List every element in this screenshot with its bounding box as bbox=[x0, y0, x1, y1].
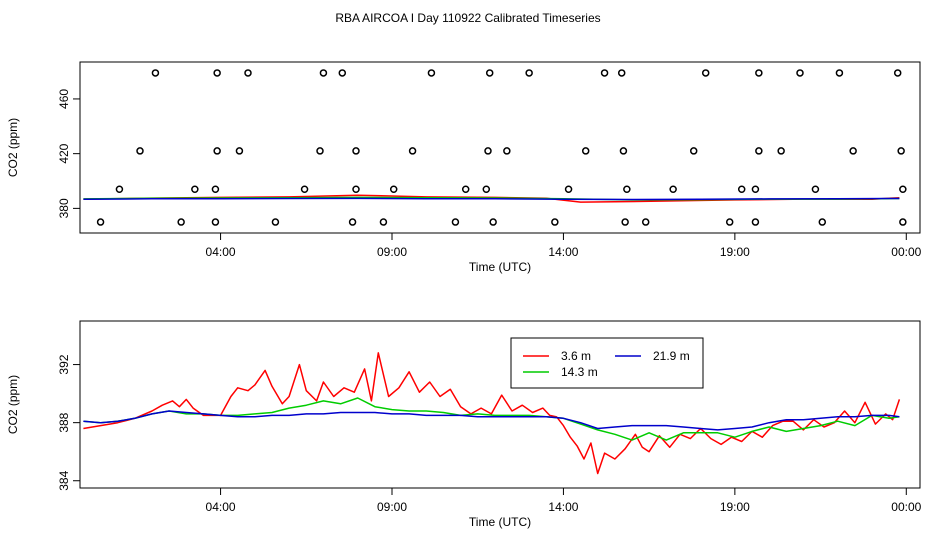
calibration-point bbox=[619, 147, 628, 155]
calibration-point bbox=[338, 69, 347, 77]
calibration-point bbox=[482, 185, 491, 193]
legend: 3.6 m 14.3 m 21.9 m bbox=[510, 337, 704, 389]
calibration-point bbox=[389, 185, 398, 193]
x-tick-label: 19:00 bbox=[720, 500, 750, 514]
calibration-point bbox=[191, 185, 199, 193]
calibration-point bbox=[136, 147, 144, 155]
calibration-point bbox=[461, 185, 470, 193]
x-tick-label: 04:00 bbox=[206, 245, 236, 259]
y-axis-label: CO2 (ppm) bbox=[6, 118, 20, 177]
calibration-point bbox=[211, 218, 220, 226]
calibration-point bbox=[899, 218, 907, 226]
plot-frame bbox=[79, 61, 921, 234]
calibration-point bbox=[623, 185, 631, 193]
y-tick-label: 392 bbox=[57, 354, 71, 374]
calibration-point bbox=[235, 147, 244, 155]
x-tick-label: 00:00 bbox=[891, 245, 921, 259]
calibration-point bbox=[244, 69, 252, 77]
calibration-point bbox=[737, 185, 746, 193]
legend-label: 21.9 m bbox=[653, 349, 690, 363]
calibration-point bbox=[151, 69, 160, 77]
calibration-point bbox=[755, 147, 763, 155]
calibration-point bbox=[899, 185, 907, 193]
legend-box bbox=[510, 337, 704, 389]
x-axis-label: Time (UTC) bbox=[469, 515, 531, 529]
calibration-point bbox=[849, 147, 857, 155]
legend-label: 14.3 m bbox=[561, 365, 598, 379]
x-axis-label: Time (UTC) bbox=[469, 260, 531, 274]
plot-frame bbox=[79, 320, 921, 489]
calibration-point bbox=[489, 218, 497, 226]
calibration-point bbox=[581, 147, 590, 155]
calibration-point bbox=[408, 147, 417, 155]
calibration-point bbox=[725, 218, 734, 226]
plot-data-area bbox=[83, 352, 901, 475]
calibration-point bbox=[551, 218, 559, 226]
calibration-point bbox=[755, 69, 763, 77]
x-tick-label: 09:00 bbox=[377, 245, 407, 259]
calibration-point bbox=[641, 218, 650, 226]
calibration-point bbox=[451, 218, 460, 226]
calibration-point bbox=[751, 185, 760, 193]
plot-data-area bbox=[83, 194, 900, 203]
calibration-point bbox=[485, 69, 494, 77]
legend-label: 3.6 m bbox=[561, 349, 591, 363]
calibration-point bbox=[352, 185, 360, 193]
calibration-point bbox=[669, 185, 677, 193]
calibration-point bbox=[503, 147, 511, 155]
calibration-point bbox=[427, 69, 436, 77]
calibration-point bbox=[115, 185, 124, 193]
calibration-point bbox=[379, 218, 388, 226]
calibration-point bbox=[484, 147, 492, 155]
calibration-point bbox=[701, 69, 710, 77]
calibration-point bbox=[213, 69, 221, 77]
y-axis-label: CO2 (ppm) bbox=[6, 375, 20, 434]
calibration-point bbox=[777, 147, 785, 155]
figure-title: RBA AIRCOA I Day 110922 Calibrated Times… bbox=[335, 11, 600, 25]
top-panel-calibration-plot: 04:00 09:00 14:00 19:00 00:00 380 420 460 Time (… bbox=[6, 61, 922, 274]
series-line-3-6-m bbox=[83, 352, 901, 475]
calibration-point bbox=[300, 185, 309, 193]
calibration-point bbox=[319, 69, 328, 77]
x-tick-label: 09:00 bbox=[377, 500, 407, 514]
calibration-point bbox=[796, 69, 804, 77]
calibration-point bbox=[525, 69, 533, 77]
y-tick-label: 384 bbox=[57, 470, 71, 490]
series-line-21-9-m bbox=[83, 197, 900, 201]
calibration-point bbox=[811, 185, 820, 193]
y-tick-label: 420 bbox=[57, 143, 71, 163]
calibration-point bbox=[621, 218, 629, 226]
x-tick-label: 00:00 bbox=[891, 500, 921, 514]
calibration-point bbox=[316, 147, 324, 155]
calibration-point bbox=[751, 218, 760, 226]
series-line-14-3-m bbox=[83, 397, 900, 441]
x-tick-label: 14:00 bbox=[548, 245, 578, 259]
y-tick-label: 388 bbox=[57, 412, 71, 432]
y-tick-label: 460 bbox=[57, 89, 71, 109]
calibration-point bbox=[271, 218, 280, 226]
calibration-point bbox=[348, 218, 357, 226]
calibration-point bbox=[617, 69, 626, 77]
calibration-point bbox=[96, 218, 105, 226]
calibration-point bbox=[818, 218, 827, 226]
calibration-point bbox=[352, 147, 360, 155]
calibration-point bbox=[689, 147, 698, 155]
bottom-panel-co2-line-plot: 04:00 09:00 14:00 19:00 00:00 384 388 392 Time (… bbox=[6, 320, 922, 529]
calibration-point bbox=[893, 69, 902, 77]
calibration-point bbox=[177, 218, 185, 226]
y-tick-label: 380 bbox=[57, 198, 71, 218]
x-tick-label: 19:00 bbox=[720, 245, 750, 259]
calibration-point bbox=[564, 185, 573, 193]
calibration-point bbox=[213, 147, 221, 155]
calibration-point bbox=[835, 69, 844, 77]
calibration-point bbox=[211, 185, 220, 193]
x-tick-label: 14:00 bbox=[548, 500, 578, 514]
x-tick-label: 04:00 bbox=[206, 500, 236, 514]
series-line-21-9-m bbox=[83, 410, 900, 431]
calibration-point bbox=[897, 147, 905, 155]
calibration-point bbox=[600, 69, 609, 77]
